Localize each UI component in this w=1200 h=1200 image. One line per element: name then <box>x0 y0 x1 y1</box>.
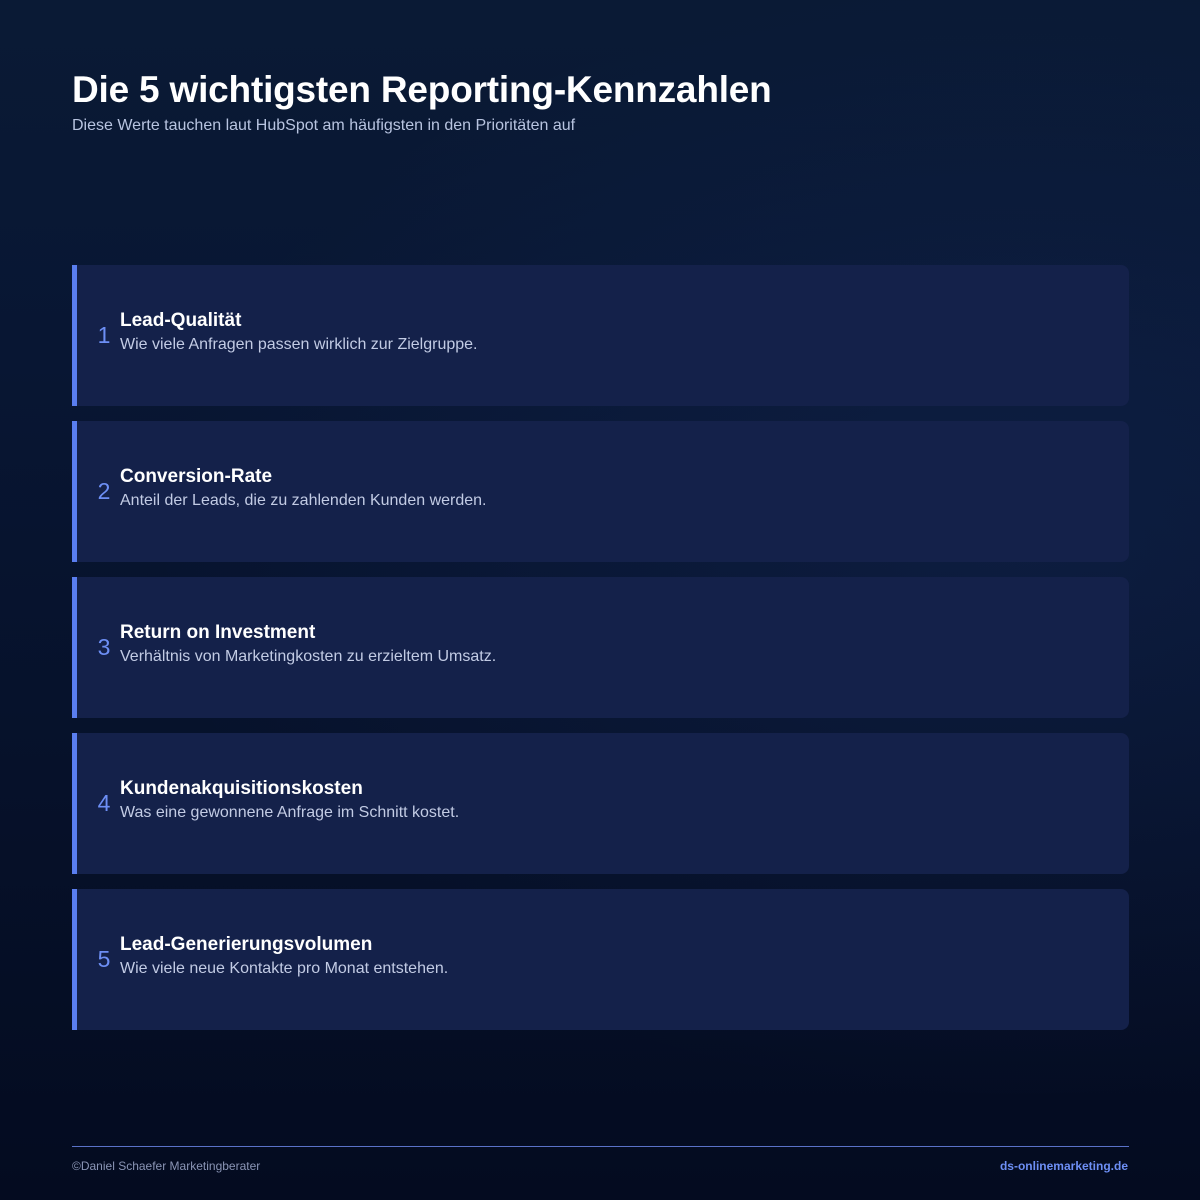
kpi-number: 3 <box>97 634 111 660</box>
kpi-text: Kundenakquisitionskosten Was eine gewonn… <box>120 777 459 824</box>
kpi-card-2: 2 Conversion-Rate Anteil der Leads, die … <box>72 421 1129 562</box>
kpi-title: Kundenakquisitionskosten <box>120 778 363 799</box>
kpi-number: 2 <box>97 478 111 504</box>
kpi-text: Lead-Generierungsvolumen Wie viele neue … <box>120 933 448 980</box>
kpi-text: Lead-Qualität Wie viele Anfragen passen … <box>120 309 478 356</box>
kpi-description: Was eine gewonnene Anfrage im Schnitt ko… <box>120 804 460 821</box>
kpi-number: 5 <box>97 946 111 972</box>
kpi-card-3: 3 Return on Investment Verhältnis von Ma… <box>72 577 1129 718</box>
kpi-title: Return on Investment <box>120 622 316 643</box>
footer-website-link[interactable]: ds-onlinemarketing.de <box>999 1159 1128 1173</box>
page-title: Die 5 wichtigsten Reporting-Kennzahlen <box>72 69 772 110</box>
kpi-description: Wie viele neue Kontakte pro Monat entste… <box>120 960 449 977</box>
kpi-list: 1 Lead-Qualität Wie viele Anfragen passe… <box>72 265 1129 1045</box>
kpi-card-1: 1 Lead-Qualität Wie viele Anfragen passe… <box>72 265 1129 406</box>
kpi-number: 4 <box>97 790 111 816</box>
header: Die 5 wichtigsten Reporting-Kennzahlen D… <box>72 68 1128 136</box>
kpi-number: 1 <box>97 322 111 348</box>
kpi-title: Lead-Generierungsvolumen <box>120 934 373 955</box>
footer-divider <box>72 1146 1129 1147</box>
kpi-card-5: 5 Lead-Generierungsvolumen Wie viele neu… <box>72 889 1129 1030</box>
kpi-description: Verhältnis von Marketingkosten zu erziel… <box>120 648 497 665</box>
kpi-title: Lead-Qualität <box>120 310 242 331</box>
kpi-title: Conversion-Rate <box>120 466 273 487</box>
kpi-card-4: 4 Kundenakquisitionskosten Was eine gewo… <box>72 733 1129 874</box>
kpi-description: Anteil der Leads, die zu zahlenden Kunde… <box>120 492 487 509</box>
page-subtitle: Diese Werte tauchen laut HubSpot am häuf… <box>72 117 576 134</box>
kpi-description: Wie viele Anfragen passen wirklich zur Z… <box>120 336 478 353</box>
kpi-text: Conversion-Rate Anteil der Leads, die zu… <box>120 465 486 512</box>
kpi-text: Return on Investment Verhältnis von Mark… <box>120 621 496 668</box>
footer-copyright: ©Daniel Schaefer Marketingberater <box>72 1159 261 1173</box>
